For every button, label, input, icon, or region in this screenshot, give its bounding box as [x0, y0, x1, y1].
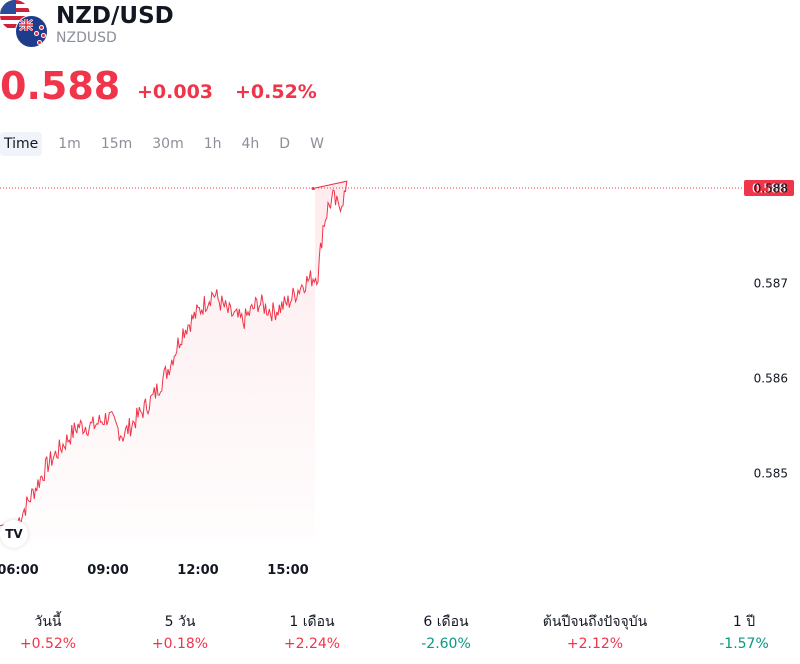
tradingview-logo-icon[interactable]: TV: [0, 520, 28, 548]
y-tick-label: 0.588: [754, 182, 788, 196]
price-change-absolute: +0.003: [137, 81, 214, 103]
y-tick-label: 0.587: [754, 277, 788, 291]
perf-value: -1.57%: [719, 636, 769, 652]
perf-label: 1 ปี: [732, 614, 756, 630]
new-zealand-flag-icon: [15, 15, 48, 48]
perf-1-month[interactable]: 1 เดือน +2.24%: [264, 612, 360, 654]
x-tick-label: 09:00: [87, 563, 128, 578]
tab-15m[interactable]: 15m: [100, 136, 133, 152]
price-area: [0, 181, 347, 540]
tab-time[interactable]: Time: [0, 132, 43, 156]
tab-1m[interactable]: 1m: [58, 136, 81, 152]
tab-30m[interactable]: 30m: [152, 136, 184, 152]
x-tick-label: 06:00: [0, 563, 39, 578]
perf-value: +0.18%: [151, 636, 209, 652]
price-chart[interactable]: 0.588 0.588 0.587 0.586 0.585 06:00 09:00 12:00…: [0, 160, 800, 585]
perf-ytd[interactable]: ต้นปีจนถึงปัจจุบัน +2.12%: [530, 612, 660, 654]
tab-4h[interactable]: 4h: [241, 136, 260, 152]
y-tick-label: 0.586: [754, 372, 788, 386]
tab-w[interactable]: W: [310, 136, 324, 152]
price-line: [0, 180, 348, 527]
last-price: 0.588: [0, 64, 121, 108]
perf-1-year[interactable]: 1 ปี -1.57%: [696, 612, 792, 654]
tab-1h[interactable]: 1h: [203, 136, 222, 152]
perf-today[interactable]: วันนี้ +0.52%: [0, 612, 96, 654]
last-price-dot: [311, 187, 315, 190]
tab-d[interactable]: D: [279, 136, 291, 152]
perf-label: 5 วัน: [164, 614, 196, 630]
y-tick-label: 0.585: [754, 467, 788, 481]
perf-label: 1 เดือน: [289, 614, 335, 630]
current-price-label: 0.588: [744, 180, 794, 196]
price-change-percent: +0.52%: [235, 81, 317, 103]
performance-bar: วันนี้ +0.52% 5 วัน +0.18% 1 เดือน +2.24…: [0, 612, 800, 656]
timeframe-tabs: Time 1m 15m 30m 1h 4h D W: [0, 132, 340, 156]
symbol-title: NZD/USD: [56, 3, 174, 29]
perf-value: -2.60%: [421, 636, 471, 652]
perf-value: +2.24%: [283, 636, 341, 652]
perf-value: +0.52%: [19, 636, 77, 652]
perf-label: ต้นปีจนถึงปัจจุบัน: [542, 614, 648, 630]
symbol-header: NZD/USD NZDUSD: [0, 0, 800, 60]
perf-6-months[interactable]: 6 เดือน -2.60%: [398, 612, 494, 654]
symbol-ticker: NZDUSD: [56, 30, 117, 46]
perf-label: 6 เดือน: [423, 614, 469, 630]
svg-text:0.588: 0.588: [752, 182, 786, 196]
x-tick-label: 15:00: [267, 563, 308, 578]
x-tick-label: 12:00: [177, 563, 218, 578]
currency-pair-flags: [0, 0, 50, 50]
perf-label: วันนี้: [34, 614, 62, 630]
perf-5-days[interactable]: 5 วัน +0.18%: [132, 612, 228, 654]
perf-value: +2.12%: [566, 636, 624, 652]
